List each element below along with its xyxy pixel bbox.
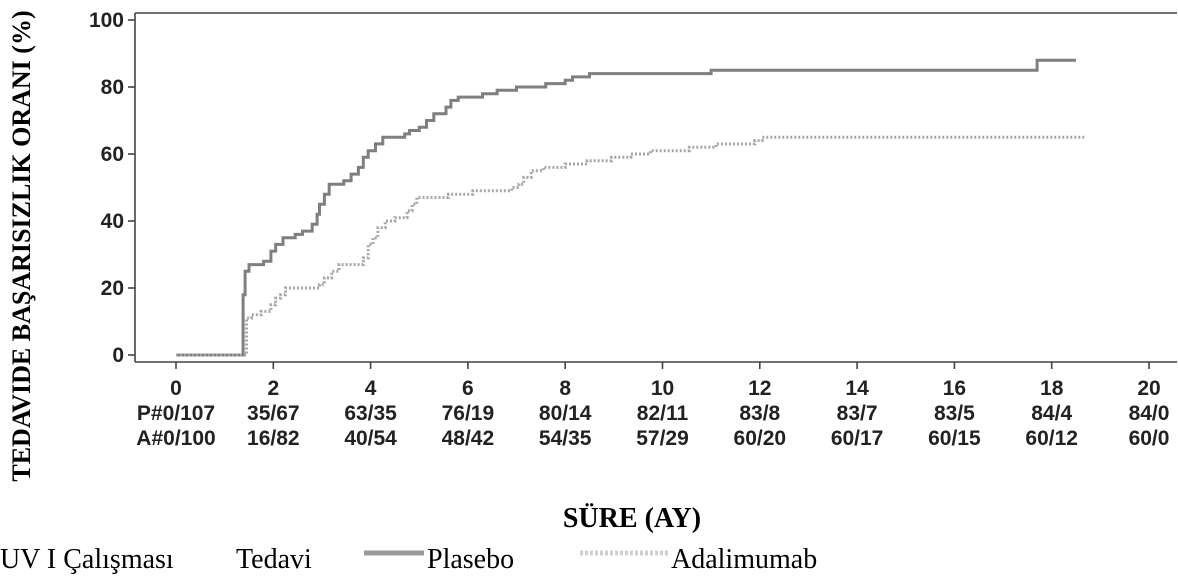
- y-tick-label: 100: [89, 9, 124, 32]
- risk-table-cell: P#0/107: [137, 402, 215, 425]
- risk-table-cell: 63/35: [344, 402, 397, 425]
- risk-table-cell: 48/42: [442, 427, 495, 450]
- risk-table-value: 0/107: [163, 402, 216, 425]
- risk-table-cell: 60/17: [831, 427, 884, 450]
- x-tick-label: 4: [365, 377, 377, 400]
- x-axis-label: SÜRE (AY): [563, 503, 701, 534]
- x-tick-label: 2: [267, 377, 279, 400]
- risk-table-cell: 80/14: [539, 402, 592, 425]
- series-lines: [176, 60, 1086, 355]
- legend-title: Tedavi: [236, 544, 312, 575]
- y-tick-label: 80: [101, 76, 124, 99]
- legend-label-adalimumab: Adalimumab: [671, 544, 817, 575]
- risk-table-cell: 60/0: [1129, 427, 1170, 450]
- plot-frame: [135, 13, 1177, 362]
- risk-table-cell: A#0/100: [136, 427, 215, 450]
- risk-table-cell: 35/67: [247, 402, 300, 425]
- risk-table-cell: 16/82: [247, 427, 300, 450]
- risk-table-value: 0/100: [163, 427, 216, 450]
- risk-table-row-label: A#: [136, 427, 163, 450]
- risk-table-row-label: P#: [137, 402, 163, 425]
- risk-table-cell: 82/11: [637, 402, 689, 425]
- axes-ticks: 0 20 40 60 80 100 0 2 4 6 8 10 12 14 16 18 20: [89, 9, 1161, 400]
- x-tick-label: 20: [1137, 377, 1160, 400]
- y-tick-label: 40: [101, 210, 124, 233]
- x-tick-label: 0: [170, 377, 182, 400]
- x-tick-label: 10: [651, 377, 674, 400]
- risk-table-cell: 60/20: [734, 427, 787, 450]
- risk-table: P#0/107 35/67 63/35 76/19 80/14 82/11 83/8 83/7…: [136, 402, 1169, 450]
- risk-table-cell: 76/19: [442, 402, 495, 425]
- risk-table-cell: 57/29: [636, 427, 689, 450]
- series-line-plasebo: [176, 60, 1076, 355]
- x-tick-label: 6: [462, 377, 474, 400]
- legend-caption: UV I Çalışması: [0, 544, 174, 575]
- risk-table-cell: 83/7: [837, 402, 878, 425]
- risk-table-cell: 84/4: [1031, 402, 1072, 425]
- series-line-adalimumab: [176, 137, 1086, 355]
- risk-table-cell: 83/5: [934, 402, 975, 425]
- risk-table-cell: 60/15: [928, 427, 981, 450]
- y-axis-label: TEDAVIDE BAŞARISIZLIK ORANI (%): [7, 10, 36, 481]
- x-tick-label: 16: [943, 377, 966, 400]
- risk-table-cell: 60/12: [1025, 427, 1078, 450]
- risk-table-cell: 40/54: [344, 427, 397, 450]
- y-tick-label: 0: [112, 344, 124, 367]
- y-tick-label: 60: [101, 143, 124, 166]
- x-tick-label: 18: [1040, 377, 1064, 400]
- x-tick-label: 14: [845, 377, 869, 400]
- x-tick-label: 8: [559, 377, 571, 400]
- legend: UV I Çalışması Tedavi Plasebo Adalimumab: [0, 544, 817, 575]
- legend-label-plasebo: Plasebo: [427, 544, 514, 575]
- risk-table-cell: 84/0: [1129, 402, 1170, 425]
- y-tick-label: 20: [101, 277, 124, 300]
- x-tick-label: 12: [748, 377, 771, 400]
- risk-table-cell: 83/8: [739, 402, 780, 425]
- risk-table-cell: 54/35: [539, 427, 592, 450]
